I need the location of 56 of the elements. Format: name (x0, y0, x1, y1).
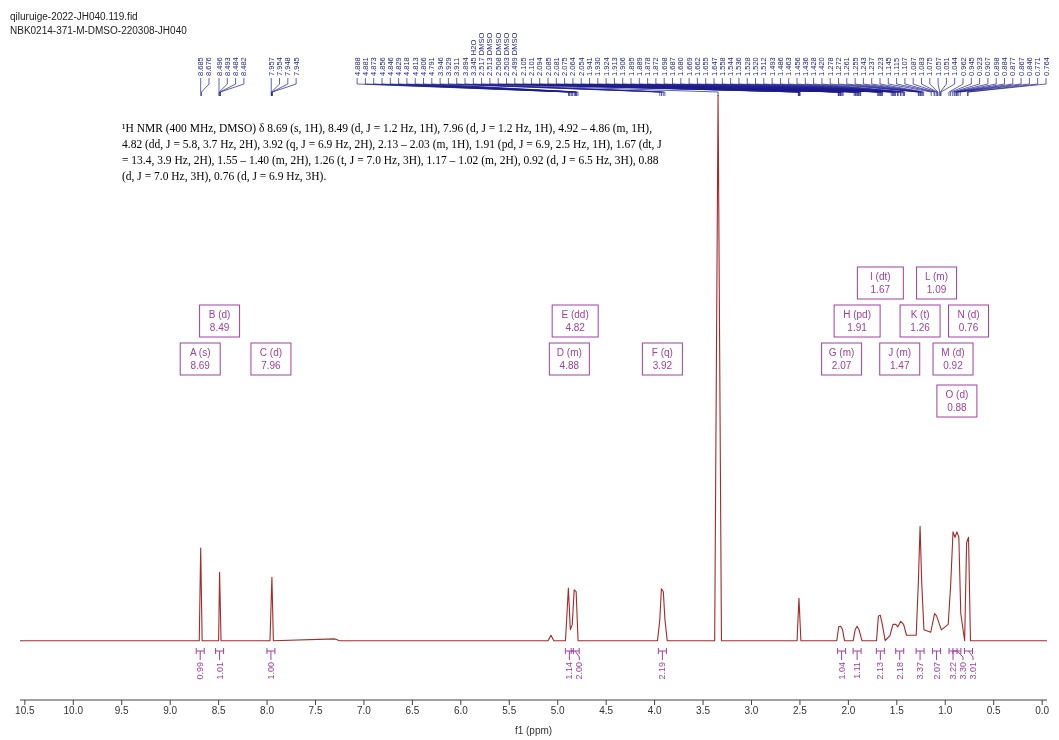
annotation: 3.30 (958, 662, 969, 680)
annotation: G (m) 2.07 (828, 347, 855, 371)
chart-subtitle: NBK0214-371-M-DMSO-220308-JH040 (10, 24, 187, 38)
annotation: 1.00 (265, 662, 276, 680)
annotation: 3.37 (915, 662, 926, 680)
annotation: N (d) 0.76 (957, 309, 980, 333)
annotation: J (m) 1.47 (888, 347, 912, 371)
x-tick-label: 5.0 (550, 705, 566, 717)
x-tick-label: 1.5 (889, 705, 905, 717)
annotation: C (d) 7.96 (259, 347, 283, 371)
annotation: L (m) 1.09 (925, 271, 949, 295)
annotation: 1.01 (214, 662, 225, 680)
annotation: M (d) 0.92 (941, 347, 965, 371)
x-tick-label: 10.5 (15, 705, 36, 717)
x-tick-label: 3.0 (744, 705, 759, 717)
x-tick-label: 1.0 (938, 705, 953, 717)
x-tick-label: 5.5 (502, 705, 517, 717)
annotation: 2.00 (574, 662, 585, 680)
x-tick-label: 4.5 (599, 705, 614, 717)
annotation: 2.19 (657, 662, 668, 680)
x-tick-label: 8.0 (260, 705, 275, 717)
x-tick-label: 2.0 (841, 705, 856, 717)
annotation: O (d) 0.88 (945, 389, 969, 413)
annotation: D (m) 4.88 (556, 347, 582, 371)
annotation: 0.99 (195, 662, 206, 680)
x-axis-title: f1 (ppm) (514, 725, 553, 736)
annotation: 1.11 (852, 662, 863, 679)
x-tick-label: 9.0 (163, 705, 178, 717)
x-tick-label: 4.0 (647, 705, 662, 717)
chart-title: qiluruige-2022-JH040.119.fid (10, 10, 139, 24)
x-tick-label: 2.5 (792, 705, 808, 717)
x-tick-label: 7.0 (356, 705, 372, 717)
annotation: 1.14 (564, 662, 575, 680)
annotation: 2.18 (894, 662, 905, 680)
annotation: K (t) 1.26 (910, 309, 931, 333)
x-tick-label: 3.5 (696, 705, 711, 717)
annotation: ¹H NMR (400 MHz, DMSO) δ 8.69 (s, 1H), 8.49 (d, J = 1.2 Hz, 1H), 7.96 (d, J = 1.2 Hz, 1H), 4.92 – 4.86 (m, 1H), 4.82 (dd, J = 5.8, 3.7 Hz, 2H), 3.92 (q, J = 6.9 Hz, 2H), 2.13 – 2.03 (m, 1H), 1.91 (pd, J = 6.9, 2.5 Hz, 1H), 1.67 (dt, J = 13.4, 3.9 Hz, 2H), 1.55 – 1.40 (m, 2H), 1.26 (t, J = 7.0 Hz, 3H), 1.17 – 1.02 (m, 2H), 0.92 (d, J = 6.5 Hz, 3H), 0.88 (d, J = 7.0 Hz, 3H), 0.76 (d, J = 6.9 Hz, 3H). (122, 121, 662, 184)
annotation: 2.13 (875, 662, 886, 680)
x-tick-label: 0.5 (986, 705, 1002, 717)
annotation: B (d) 8.49 (208, 309, 231, 333)
annotation: 2.07 (931, 662, 942, 680)
x-tick-label: 8.5 (211, 705, 226, 717)
annotation: A (s) 8.69 (189, 347, 211, 371)
annotation: E (dd) 4.82 (561, 309, 589, 333)
x-tick-label: 9.5 (114, 705, 130, 717)
x-tick-label: 0.0 (1035, 705, 1050, 717)
x-tick-label: 10.0 (63, 705, 84, 717)
annotation: 3.01 (968, 662, 979, 680)
annotation: I (dt) 1.67 (870, 271, 891, 295)
x-tick-label: 6.0 (453, 705, 469, 717)
annotation: F (q) 3.92 (651, 347, 673, 371)
x-tick-label: 7.5 (308, 705, 323, 717)
x-tick-label: 6.5 (405, 705, 420, 717)
annotation: 3.22 (948, 662, 959, 680)
annotation: 1.04 (836, 662, 847, 680)
annotation: H (pd) 1.91 (843, 309, 871, 333)
